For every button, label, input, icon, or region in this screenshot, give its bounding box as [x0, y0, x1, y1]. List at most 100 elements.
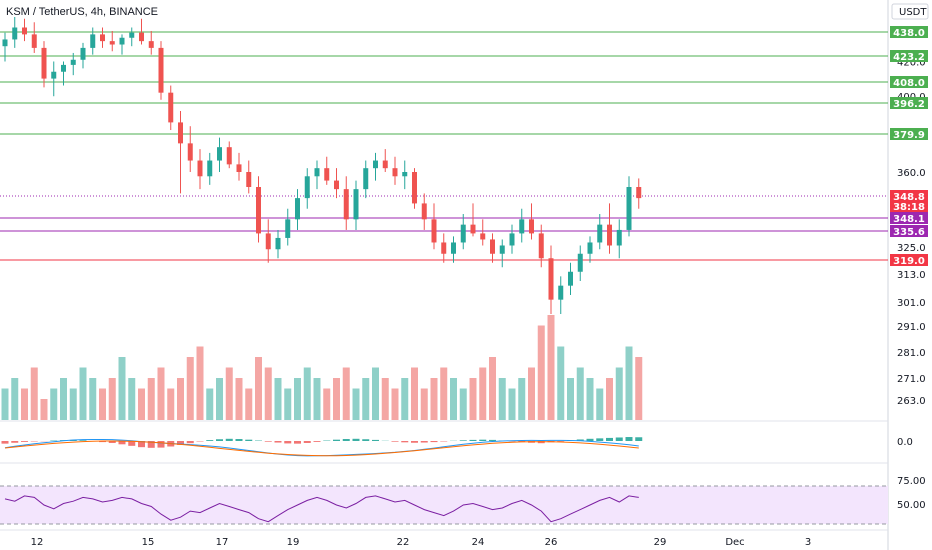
volume-bar	[352, 388, 360, 420]
candle-body	[519, 219, 525, 234]
candle-body	[187, 143, 193, 161]
candle-body	[197, 160, 203, 177]
macd-histogram-bar	[333, 439, 340, 441]
volume-bar	[157, 367, 165, 420]
level-label-box	[890, 225, 928, 237]
volume-bar	[567, 378, 574, 420]
volume-bar	[50, 388, 58, 420]
candle-body	[314, 168, 320, 177]
macd-histogram-bar	[216, 439, 223, 441]
volume-bar	[274, 378, 282, 420]
currency-badge[interactable]	[891, 3, 929, 20]
macd-histogram-bar	[430, 441, 438, 443]
macd-histogram-bar	[420, 441, 428, 443]
volume-bar	[528, 367, 535, 420]
candle-body	[246, 172, 252, 187]
volume-bar	[576, 367, 584, 420]
candle-body	[499, 245, 505, 254]
rsi-band	[0, 486, 888, 524]
candle-body	[207, 160, 213, 177]
macd-histogram-bar	[157, 441, 165, 448]
candle-body	[41, 47, 47, 79]
x-tick-label: 22	[397, 537, 410, 548]
macd-histogram-bar	[342, 439, 350, 441]
macd-histogram-bar	[108, 441, 116, 443]
macd-histogram-bar	[615, 437, 623, 441]
volume-bar	[342, 367, 350, 420]
volume-bar	[313, 378, 321, 420]
candle-body	[70, 59, 76, 65]
macd-histogram-bar	[596, 438, 604, 441]
y-tick-label: 325.0	[897, 243, 926, 254]
x-tick-label: 26	[545, 537, 558, 548]
candle-body	[460, 224, 466, 243]
candle-body	[597, 224, 603, 243]
y-tick-label: 281.0	[897, 348, 926, 359]
candle-body	[119, 37, 125, 45]
level-label: 423.2	[893, 52, 925, 63]
candle-body	[324, 168, 330, 181]
volume-bar	[479, 367, 487, 420]
macd-histogram-bar	[479, 439, 487, 441]
currency-label: USDT	[899, 7, 927, 18]
x-tick-label: 12	[31, 537, 44, 548]
candle-body	[295, 198, 300, 220]
macd-histogram-bar	[1, 441, 9, 444]
level-label: 408.0	[893, 78, 925, 89]
candle-body	[470, 224, 476, 234]
volume-bar	[508, 388, 516, 420]
level-label-box	[890, 212, 928, 224]
volume-bar	[186, 357, 194, 420]
macd-histogram-bar	[284, 441, 292, 444]
candle-body	[616, 229, 622, 246]
volume-bar	[333, 378, 340, 420]
rsi-pane	[4, 495, 639, 523]
level-label-box	[890, 97, 928, 109]
volume-bar	[235, 378, 243, 420]
candle-body	[529, 219, 534, 234]
level-label-box	[890, 128, 928, 140]
macd-histogram-bar	[352, 438, 360, 441]
volume-bar	[606, 378, 613, 420]
x-tick-label: 17	[216, 537, 229, 548]
volume-bar	[518, 378, 526, 420]
candle-body	[373, 160, 378, 169]
candle-body	[382, 160, 388, 169]
candle-body	[178, 122, 183, 144]
volume-bar	[264, 367, 272, 420]
price-labels: 438.0 423.2 408.0 396.2 379.9 348.838:18348.1…	[890, 26, 928, 267]
candle-body	[402, 172, 408, 177]
candle-body	[441, 242, 447, 254]
macd-histogram-bar	[128, 441, 136, 446]
macd-histogram-bar	[391, 441, 399, 442]
macd-histogram-bar	[489, 439, 496, 441]
candle-body	[304, 176, 310, 199]
macd-histogram-bar	[313, 441, 321, 442]
y-tick-label: 360.0	[897, 168, 926, 179]
macd-pane	[1, 437, 643, 457]
volume-bar	[547, 315, 555, 420]
volume-bar	[586, 378, 594, 420]
chart-background	[0, 0, 888, 550]
rsi-line	[4, 495, 639, 523]
level-label: 438.0	[893, 28, 925, 39]
macd-histogram-bar	[469, 439, 477, 441]
volume-bar	[118, 357, 126, 420]
macd-histogram-bar	[586, 438, 594, 441]
volume-bar	[489, 357, 496, 420]
macd-histogram-bar	[138, 441, 145, 448]
volume-bar	[21, 388, 28, 420]
volume-bar	[635, 357, 643, 420]
candle-body	[168, 92, 174, 123]
volume-bar	[440, 367, 448, 420]
volume-bar	[225, 367, 233, 420]
volume-bar	[469, 378, 477, 420]
volume-bar	[128, 378, 136, 420]
level-label: 379.9	[893, 130, 925, 141]
y-tick-label: 301.0	[897, 298, 926, 309]
candle-body	[412, 172, 417, 204]
volume-bar	[30, 367, 38, 420]
x-tick-label: 29	[654, 537, 667, 548]
macd-histogram-bar	[401, 441, 409, 443]
